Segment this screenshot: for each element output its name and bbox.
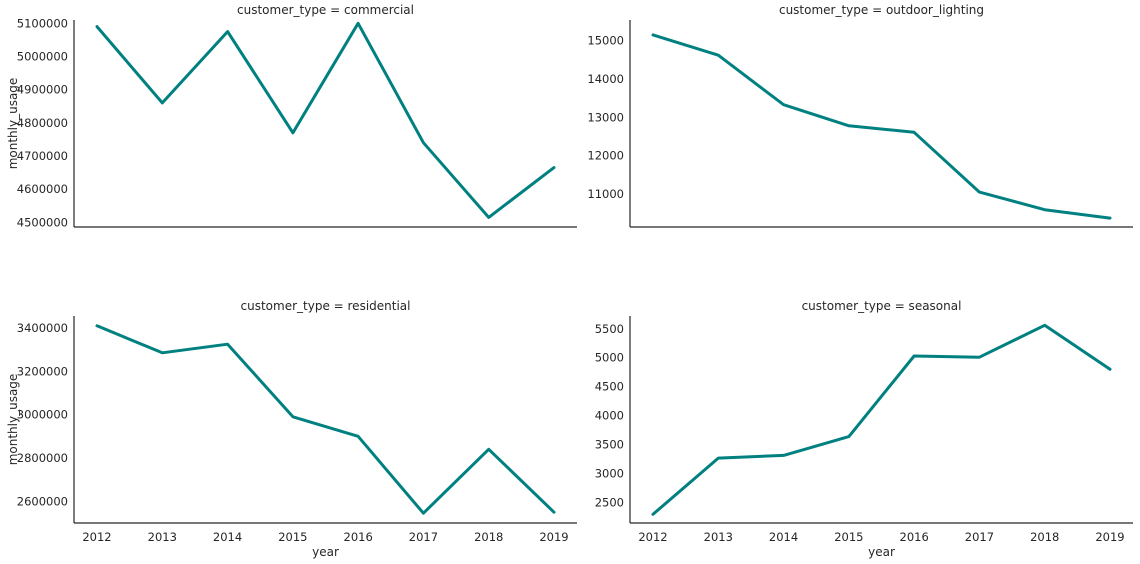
y-tick-label: 2600000 bbox=[17, 494, 68, 508]
y-tick-label: 4800000 bbox=[17, 116, 68, 130]
facet-title: customer_type = seasonal bbox=[802, 299, 962, 313]
y-tick-label: 3000 bbox=[595, 467, 624, 481]
y-tick-label: 4000 bbox=[595, 409, 624, 423]
y-tick-label: 13000 bbox=[587, 110, 624, 124]
y-tick-label: 3000000 bbox=[17, 408, 68, 422]
y-tick-label: 3200000 bbox=[17, 364, 68, 378]
y-axis-label: monthly_usage bbox=[6, 78, 20, 170]
x-tick-label: 2015 bbox=[278, 530, 307, 544]
x-tick-label: 2016 bbox=[344, 530, 373, 544]
x-tick-label: 2018 bbox=[1030, 530, 1059, 544]
y-axis-label: monthly_usage bbox=[6, 374, 20, 466]
y-tick-label: 2800000 bbox=[17, 451, 68, 465]
y-tick-label: 15000 bbox=[587, 34, 624, 48]
facet-title: customer_type = commercial bbox=[237, 3, 414, 17]
x-tick-label: 2015 bbox=[834, 530, 863, 544]
series-line bbox=[95, 21, 556, 219]
facet-panel-1: customer_type = commercial 4500000 4600000… bbox=[6, 3, 577, 229]
x-tick-label: 2012 bbox=[82, 530, 111, 544]
series-line bbox=[651, 323, 1112, 516]
y-tick-label: 3500 bbox=[595, 438, 624, 452]
x-tick-label: 2019 bbox=[1095, 530, 1124, 544]
y-tick-label: 5500 bbox=[595, 322, 624, 336]
y-tick-label: 3400000 bbox=[17, 321, 68, 335]
x-tick-label: 2017 bbox=[965, 530, 994, 544]
y-tick-label: 14000 bbox=[587, 72, 624, 86]
facet-panel-3: customer_type = residential 2600000 280000… bbox=[6, 299, 577, 559]
y-tick-label: 2500 bbox=[595, 496, 624, 510]
x-tick-label: 2012 bbox=[638, 530, 667, 544]
x-tick-label: 2018 bbox=[474, 530, 503, 544]
facet-panel-2: customer_type = outdoor_lighting 11000 120… bbox=[587, 3, 1133, 228]
y-tick-label: 4500 bbox=[595, 380, 624, 394]
x-tick-label: 2016 bbox=[900, 530, 929, 544]
y-tick-label: 5100000 bbox=[17, 16, 68, 30]
facet-title: customer_type = residential bbox=[241, 299, 411, 313]
series-line bbox=[95, 324, 556, 515]
x-axis-label: year bbox=[868, 545, 895, 559]
y-tick-label: 12000 bbox=[587, 149, 624, 163]
x-tick-label: 2014 bbox=[213, 530, 242, 544]
x-tick-label: 2019 bbox=[539, 530, 568, 544]
x-axis-label: year bbox=[312, 545, 339, 559]
y-tick-label: 11000 bbox=[587, 187, 624, 201]
y-tick-label: 4700000 bbox=[17, 149, 68, 163]
y-tick-label: 4500000 bbox=[17, 215, 68, 229]
y-tick-label: 4900000 bbox=[17, 83, 68, 97]
y-tick-label: 5000000 bbox=[17, 49, 68, 63]
y-tick-label: 4600000 bbox=[17, 182, 68, 196]
y-tick-label: 5000 bbox=[595, 351, 624, 365]
x-tick-label: 2017 bbox=[409, 530, 438, 544]
series-line bbox=[651, 33, 1112, 220]
facet-panel-4: customer_type = seasonal 2500 3000 3500 4000… bbox=[595, 299, 1133, 559]
x-tick-label: 2014 bbox=[769, 530, 798, 544]
facet-title: customer_type = outdoor_lighting bbox=[779, 3, 984, 17]
x-tick-label: 2013 bbox=[148, 530, 177, 544]
x-tick-label: 2013 bbox=[704, 530, 733, 544]
